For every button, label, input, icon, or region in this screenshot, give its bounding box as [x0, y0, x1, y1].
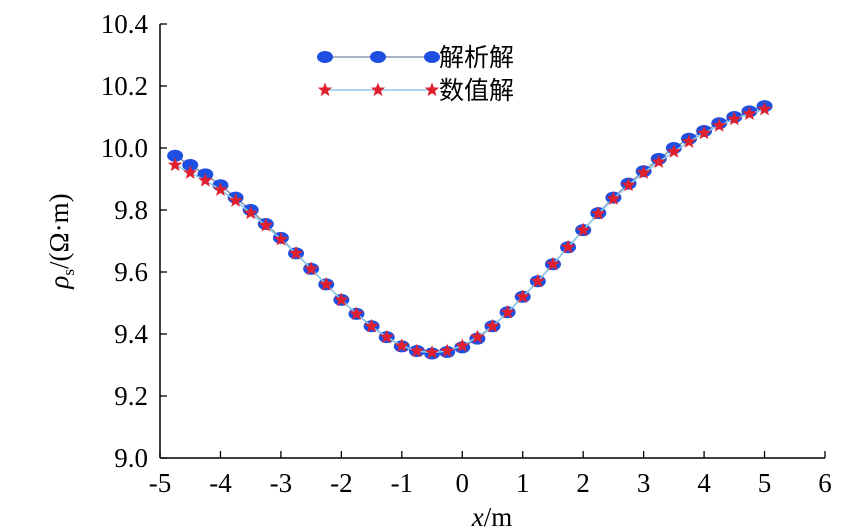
data-point: [591, 206, 606, 220]
data-point: [304, 261, 319, 275]
data-point: [167, 149, 184, 162]
data-point: [666, 144, 681, 158]
data-point: [485, 318, 500, 333]
series-line: [174, 108, 765, 354]
data-point: [213, 182, 228, 196]
data-point: [319, 276, 334, 291]
data-point: [409, 343, 425, 358]
y-tick-label: 9.0: [114, 443, 148, 473]
x-tick-label: 1: [516, 468, 530, 498]
data-point: [621, 177, 636, 192]
legend-item-1: 解析解: [317, 43, 514, 72]
x-tick-label: -2: [330, 468, 353, 498]
legend-marker: [317, 51, 333, 63]
data-point: [167, 157, 183, 172]
x-tick-label: 0: [456, 468, 470, 498]
data-point: [364, 318, 379, 333]
y-tick-label: 9.8: [114, 195, 148, 225]
data-point: [470, 329, 485, 344]
data-point: [440, 343, 455, 358]
y-tick-label: 9.2: [114, 381, 148, 411]
x-axis-title: x/m: [471, 502, 513, 531]
data-point: [243, 205, 258, 220]
data-point: [273, 231, 289, 246]
data-point: [288, 245, 304, 260]
data-point: [228, 193, 243, 207]
data-point: [424, 345, 440, 359]
data-point: [712, 118, 727, 132]
data-point: [183, 165, 198, 179]
data-point: [198, 173, 213, 187]
series-1: [167, 100, 773, 360]
y-tick-label: 10.2: [101, 71, 148, 101]
data-point: [727, 111, 742, 126]
y-tick-label: 9.4: [114, 319, 148, 349]
data-point: [636, 165, 651, 179]
data-point: [455, 338, 470, 352]
y-tick-label: 10.4: [101, 9, 149, 39]
x-tick-label: 4: [697, 468, 711, 498]
x-tick-label: 2: [576, 468, 590, 498]
data-point: [182, 159, 199, 172]
legend-label: 解析解: [439, 43, 514, 72]
x-tick-label: -4: [209, 468, 232, 498]
y-tick-label: 10.0: [101, 133, 148, 163]
data-point: [696, 125, 712, 140]
x-tick-label: 5: [758, 468, 772, 498]
legend-marker: [370, 51, 386, 63]
legend-marker: [370, 82, 386, 97]
data-point: [258, 218, 273, 232]
data-point: [757, 101, 772, 116]
x-tick-label: 6: [818, 468, 832, 498]
y-tick-label: 9.6: [114, 257, 148, 287]
x-axis-ticks: -5 -4 -3 -2 -1 0 1 2 3 4 5 6: [149, 451, 832, 498]
series-layer: [167, 100, 773, 360]
series-line: [174, 105, 765, 355]
x-tick-label: 3: [637, 468, 651, 498]
data-point: [681, 134, 697, 148]
data-point: [606, 191, 621, 205]
y-axis-title: ρs/(Ω·m): [44, 193, 78, 289]
legend-marker: [424, 82, 440, 97]
legend-item-2: 数值解: [317, 76, 514, 105]
data-point: [500, 304, 515, 319]
data-point: [545, 256, 561, 271]
data-point: [530, 273, 545, 288]
axes: [159, 24, 825, 459]
data-point: [394, 338, 409, 352]
legend-marker: [424, 51, 440, 63]
data-point: [560, 239, 576, 254]
data-point: [515, 289, 530, 303]
legend-label: 数值解: [439, 76, 514, 105]
data-point: [742, 106, 757, 120]
data-point: [349, 306, 364, 320]
x-tick-label: -5: [149, 468, 172, 498]
x-tick-label: -1: [391, 468, 414, 498]
x-tick-label: -3: [270, 468, 293, 498]
data-point: [651, 154, 666, 169]
data-point: [379, 329, 394, 344]
data-point: [334, 292, 349, 306]
legend-marker: [317, 82, 333, 97]
y-axis-ticks: 9.0 9.2 9.4 9.6 9.8 10.0 10.2 10.4: [101, 9, 167, 473]
data-point: [576, 222, 591, 237]
series-2: [167, 101, 772, 359]
